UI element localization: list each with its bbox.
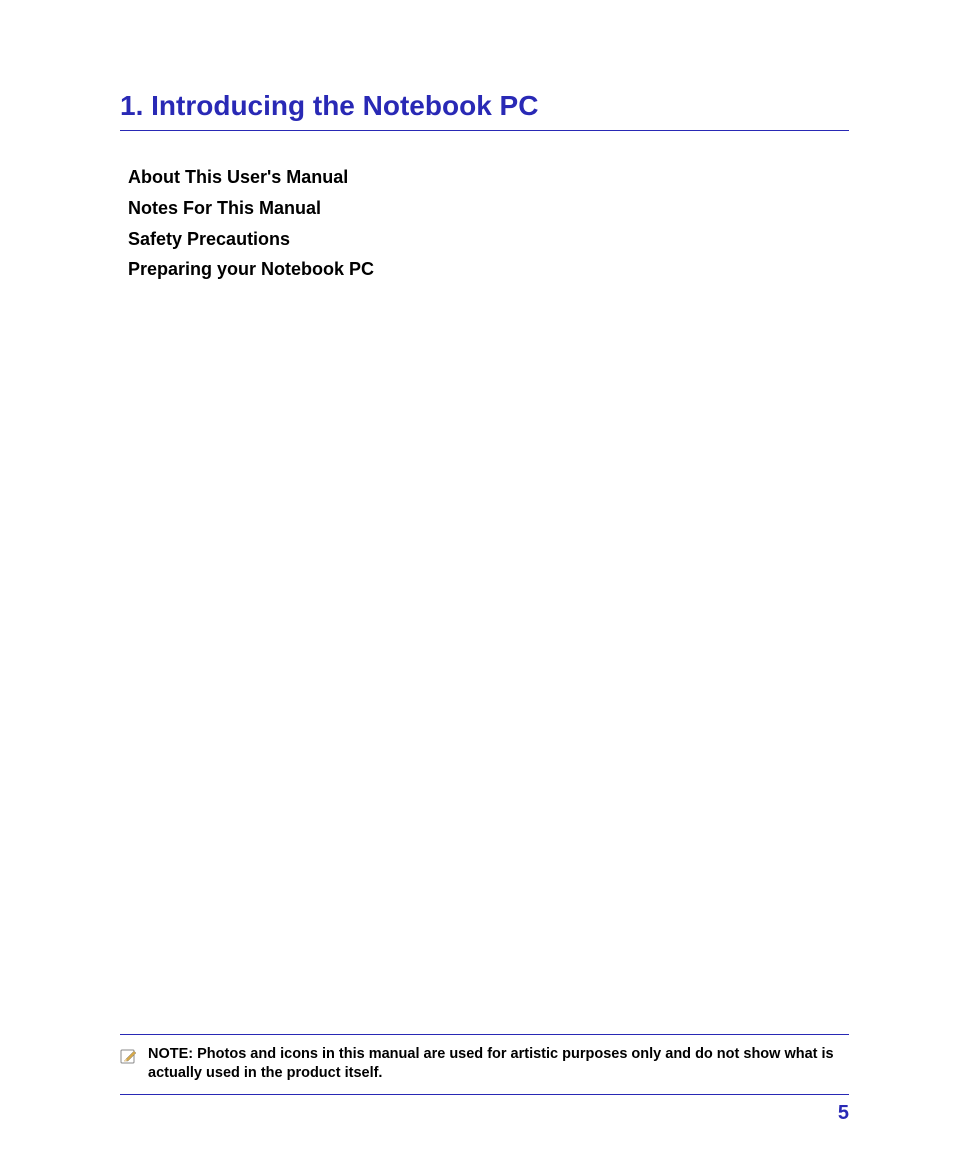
page-number: 5 <box>838 1102 849 1125</box>
page-container: 1. Introducing the Notebook PC About Thi… <box>0 0 954 1155</box>
note-text: NOTE: Photos and icons in this manual ar… <box>148 1045 849 1084</box>
note-pencil-icon <box>120 1047 138 1070</box>
section-item: Safety Precautions <box>128 225 849 254</box>
footer: NOTE: Photos and icons in this manual ar… <box>120 1034 849 1095</box>
section-item: Notes For This Manual <box>128 194 849 223</box>
section-item: About This User's Manual <box>128 163 849 192</box>
divider <box>120 1034 849 1035</box>
note-row: NOTE: Photos and icons in this manual ar… <box>120 1041 849 1088</box>
chapter-title: 1. Introducing the Notebook PC <box>120 90 849 131</box>
divider <box>120 1094 849 1095</box>
section-item: Preparing your Notebook PC <box>128 255 849 284</box>
section-list: About This User's Manual Notes For This … <box>120 163 849 284</box>
